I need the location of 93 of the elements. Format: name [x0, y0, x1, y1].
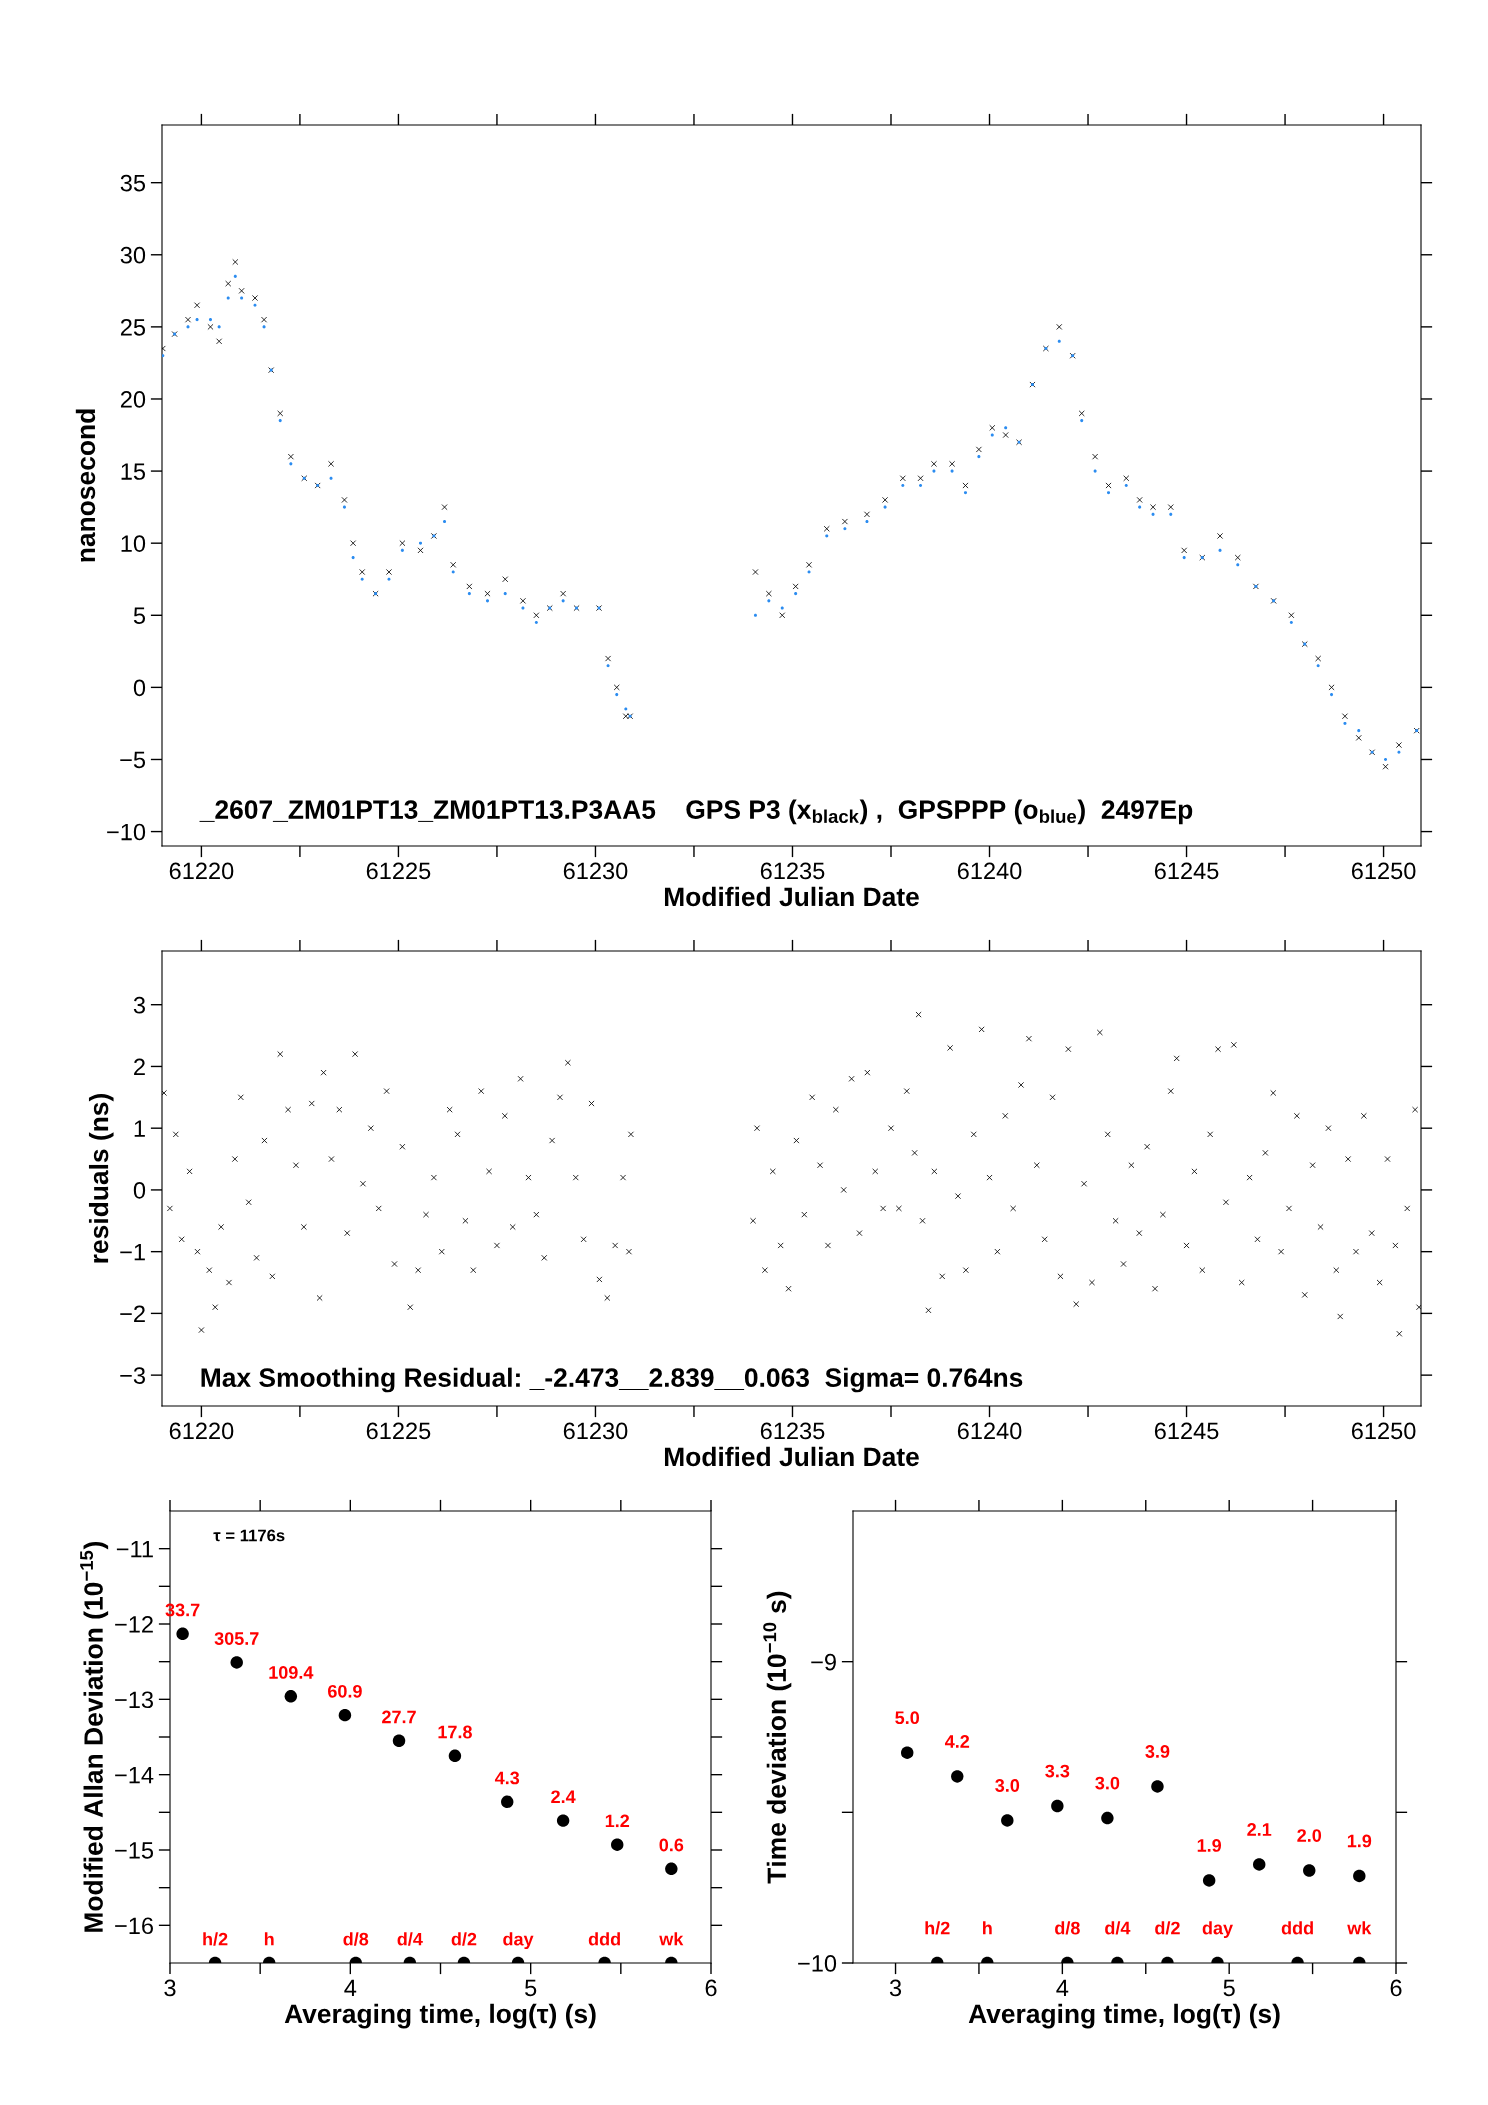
x-tick-label: 61230 — [563, 1422, 628, 1440]
annotation: 1.9 — [1197, 1839, 1222, 1852]
annotation: 17.8 — [438, 1725, 472, 1739]
annotation: τ = 1176s — [213, 1529, 285, 1542]
y-tick-label: −3 — [120, 1367, 145, 1384]
annotation: d/4 — [397, 1932, 423, 1946]
x-tick-label: 61235 — [760, 862, 825, 880]
annotation: 2.1 — [1247, 1823, 1272, 1836]
annotation: wk — [659, 1932, 684, 1946]
annotation: h/2 — [203, 1932, 228, 1946]
annotation: 305.7 — [214, 1632, 259, 1645]
x-tick-label: 61225 — [366, 862, 431, 880]
annotation: d/2 — [1155, 1921, 1180, 1935]
x-tick-label: 61245 — [1154, 862, 1219, 880]
x-tick-label: 61235 — [760, 1422, 825, 1440]
annotation: d/2 — [451, 1932, 477, 1946]
y-tick-label: −9 — [811, 1653, 836, 1671]
annotation: 4.3 — [494, 1771, 520, 1785]
y-tick-label: 20 — [120, 391, 146, 408]
x-axis-title: Averaging time, log(τ) (s) — [968, 2003, 1280, 2029]
annotation: d/8 — [343, 1932, 369, 1946]
x-tick-label: 4 — [1056, 1979, 1069, 1997]
x-tick-label: 5 — [1223, 1979, 1235, 1997]
x-tick-label: 61230 — [563, 862, 628, 880]
annotation: h — [264, 1932, 274, 1946]
x-axis-title: Modified Julian Date — [664, 886, 919, 907]
annotation: wk — [1347, 1921, 1372, 1935]
x-tick-label: 6 — [705, 1979, 717, 1997]
y-tick-label: 3 — [133, 996, 145, 1014]
annotation: 27.7 — [382, 1710, 416, 1724]
x-tick-label: 61225 — [366, 1422, 431, 1440]
y-tick-label: 10 — [121, 535, 146, 552]
y-tick-label: −10 — [798, 1955, 837, 1972]
x-tick-label: 61220 — [169, 1422, 234, 1440]
annotation: Max Smoothing Residual: _-2.473__2.839__0.063 Sigma= 0.764ns — [201, 1367, 1023, 1393]
y-axis-title: nanosecond — [75, 409, 96, 562]
annotation: day — [1202, 1921, 1233, 1938]
annotation: 3.9 — [1145, 1745, 1170, 1758]
y-tick-label: 35 — [120, 174, 146, 192]
annotation: 3.0 — [1095, 1776, 1120, 1790]
annotation: 1.9 — [1347, 1834, 1372, 1848]
annotation: 2.4 — [551, 1790, 576, 1803]
annotation: h — [983, 1921, 992, 1935]
annotation: _2607_ZM01PT13_ZM01PT13.P3AA5 GPS P3 (x$_{black}$) , GPSPPP (o$_{blue}$) 2497Ep — [199, 799, 1193, 825]
annotation: d/4 — [1105, 1921, 1131, 1935]
x-axis-title: Modified Julian Date — [664, 1446, 919, 1467]
y-axis-title: residuals (ns) — [88, 1094, 114, 1263]
y-tick-label: 15 — [121, 463, 146, 480]
y-tick-label: −5 — [120, 751, 146, 769]
x-tick-label: 3 — [164, 1979, 176, 1997]
annotation: 2.0 — [1297, 1829, 1322, 1842]
x-tick-label: 6 — [1390, 1979, 1402, 1997]
annotation: 3.3 — [1045, 1764, 1070, 1778]
annotation: 4.2 — [944, 1735, 970, 1748]
y-axis-title: Modified Allan Deviation (10$^{−15}$) — [80, 1541, 109, 1932]
annotation: 1.2 — [605, 1814, 630, 1828]
y-tick-label: −16 — [115, 1917, 153, 1935]
annotation: h/2 — [925, 1921, 950, 1935]
x-tick-label: 61220 — [169, 862, 234, 880]
x-tick-label: 61240 — [957, 1422, 1022, 1440]
y-tick-label: −1 — [120, 1243, 145, 1261]
x-tick-label: 61245 — [1154, 1422, 1219, 1440]
annotation: 3.0 — [995, 1779, 1020, 1792]
y-tick-label: −15 — [115, 1842, 154, 1859]
y-tick-label: 5 — [133, 607, 146, 625]
annotation: ddd — [588, 1932, 620, 1946]
x-tick-label: 61250 — [1351, 862, 1416, 880]
annotation: d/8 — [1055, 1921, 1080, 1935]
y-tick-label: −12 — [115, 1616, 153, 1633]
y-axis-title: Time deviation (10$^{−10}$ s) — [763, 1591, 792, 1884]
y-tick-label: 2 — [134, 1058, 145, 1075]
annotation: 0.6 — [659, 1838, 684, 1852]
annotation: 109.4 — [269, 1666, 314, 1679]
x-tick-label: 3 — [889, 1979, 902, 1997]
x-tick-label: 4 — [344, 1979, 357, 1997]
annotation: day — [503, 1932, 534, 1950]
y-tick-label: 25 — [120, 318, 146, 336]
y-tick-label: −10 — [107, 823, 146, 841]
x-tick-label: 61250 — [1351, 1422, 1416, 1440]
x-tick-label: 61240 — [957, 862, 1022, 880]
y-tick-label: −13 — [115, 1691, 153, 1709]
x-tick-label: 5 — [525, 1979, 537, 1997]
y-tick-label: 0 — [133, 679, 146, 697]
y-tick-label: −2 — [120, 1305, 145, 1322]
annotation: 5.0 — [895, 1711, 920, 1725]
y-tick-label: 30 — [120, 246, 146, 264]
annotation: ddd — [1281, 1921, 1313, 1935]
y-tick-label: 0 — [133, 1181, 146, 1199]
x-axis-title: Averaging time, log(τ) (s) — [284, 2003, 596, 2029]
y-tick-label: 1 — [134, 1120, 145, 1137]
annotation: 60.9 — [328, 1684, 362, 1698]
y-tick-label: −14 — [115, 1766, 154, 1784]
y-tick-label: −11 — [116, 1540, 153, 1558]
